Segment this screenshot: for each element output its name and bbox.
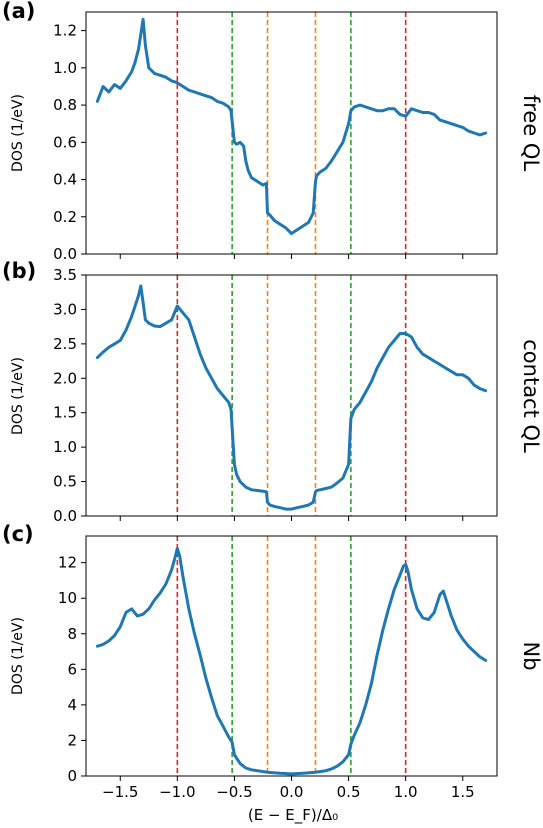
y-tick-label-c-6: 12	[58, 554, 77, 572]
y-tick-label-b-1: 0.5	[53, 473, 77, 491]
x-axis-label: (E − E_F)/Δ₀	[248, 806, 338, 825]
y-tick-label-b-2: 1.0	[53, 438, 77, 456]
y-tick-label-a-0: 0.0	[53, 245, 77, 263]
y-tick-label-b-7: 3.5	[53, 266, 77, 284]
panel-free-ql: 0.0 0.2 0.4 0.6 0.8 1.0 1.2 (a) free QL DOS (1…	[2, 0, 543, 263]
y-tick-label-b-4: 2.0	[53, 369, 77, 387]
x-tick-label-c-4: 0.5	[337, 783, 361, 801]
dos-line-b	[95, 284, 488, 511]
y-tick-label-b-5: 2.5	[53, 335, 77, 353]
x-tick-label-c-5: 1.0	[394, 783, 418, 801]
x-tick-label-c-0: −1.5	[102, 783, 138, 801]
axes-frame-a	[85, 11, 498, 255]
axes-frame-c	[85, 535, 498, 777]
y-tick-label-c-5: 10	[58, 589, 77, 607]
y-tick-label-a-2: 0.4	[53, 171, 77, 189]
y-tick-label-b-6: 3.0	[53, 300, 77, 318]
x-tick-label-c-3: 0.0	[280, 783, 304, 801]
y-tick-label-c-0: 0	[67, 767, 77, 785]
y-tick-label-a-6: 1.2	[53, 22, 77, 40]
y-tick-label-a-4: 0.8	[53, 96, 77, 114]
y-tick-label-c-1: 2	[67, 731, 77, 749]
axes-frame-b	[85, 274, 498, 517]
y-axis-label-c: DOS (1/eV)	[10, 617, 26, 695]
y-tick-label-c-3: 6	[67, 660, 77, 678]
side-title-free-ql: free QL	[519, 95, 543, 172]
x-tick-label-c-2: −0.5	[216, 783, 252, 801]
y-tick-label-a-1: 0.2	[53, 208, 77, 226]
dos-line-c	[95, 546, 488, 776]
side-title-contact-ql: contact QL	[519, 339, 543, 453]
y-tick-label-b-3: 1.5	[53, 404, 77, 422]
side-title-nb: Nb	[519, 641, 543, 670]
dos-line-a	[95, 17, 488, 235]
x-tick-label-c-1: −1.0	[159, 783, 195, 801]
panel-label-c: (c)	[2, 522, 34, 546]
panel-label-b: (b)	[2, 259, 36, 283]
y-tick-label-c-2: 4	[67, 696, 77, 714]
x-tick-label-c-6: 1.5	[451, 783, 475, 801]
y-tick-label-a-5: 1.0	[53, 59, 77, 77]
y-tick-label-a-3: 0.6	[53, 133, 77, 151]
y-tick-label-c-4: 8	[67, 625, 77, 643]
y-axis-label-a: DOS (1/eV)	[10, 94, 26, 172]
panel-nb: −1.5 −1.0 −0.5 0.0 0.5 1.0 1.5 0 2 4 6 8 10 12 (c) Nb…	[2, 522, 543, 825]
y-axis-label-b: DOS (1/eV)	[10, 357, 26, 435]
panel-label-a: (a)	[2, 0, 35, 23]
y-tick-label-b-0: 0.0	[53, 507, 77, 525]
panel-contact-ql: 0.00.51.01.52.02.53.03.5 (b) contact QL …	[2, 259, 543, 525]
